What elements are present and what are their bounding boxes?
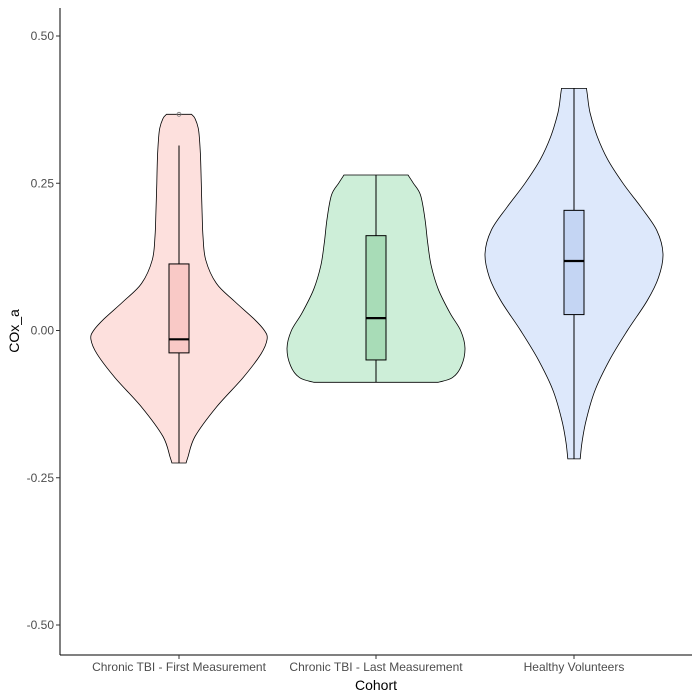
y-axis-title: COx_a — [6, 309, 22, 353]
x-tick-label: Chronic TBI - Last Measurement — [289, 660, 463, 674]
x-ticks: Chronic TBI - First Measurement Chronic T… — [92, 655, 624, 674]
y-tick-label: 0.25 — [31, 176, 55, 190]
boxplot-layer — [168, 88, 585, 464]
iqr-box — [365, 235, 387, 361]
iqr-box — [563, 209, 585, 316]
y-tick-label: 0.00 — [31, 324, 55, 338]
y-tick-label: 0.50 — [31, 29, 55, 43]
iqr-box — [168, 263, 190, 354]
y-tick-label: -0.25 — [27, 471, 55, 485]
outlier-point — [176, 111, 182, 117]
y-tick-label: -0.50 — [27, 618, 55, 632]
x-tick-label: Healthy Volunteers — [524, 660, 625, 674]
y-ticks: -0.50 -0.25 0.00 0.25 0.50 — [27, 29, 60, 632]
x-axis-title: Cohort — [355, 677, 397, 693]
x-tick-label: Chronic TBI - First Measurement — [92, 660, 266, 674]
